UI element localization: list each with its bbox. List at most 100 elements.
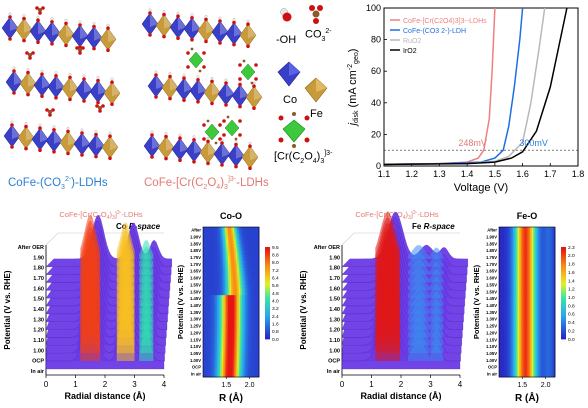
heatmap-cell [508, 342, 511, 347]
heatmap-cell [210, 227, 213, 231]
heatmap-cell [536, 315, 539, 320]
heatmap-cell [541, 353, 543, 357]
heatmap-cell [204, 366, 207, 371]
heatmap-cell [254, 233, 257, 238]
heatmap-cell [217, 261, 219, 265]
heatmap-cell [229, 250, 232, 255]
oxalate-ldh-structure [141, 8, 263, 170]
heatmap-cell [513, 342, 515, 347]
heatmap-cell [203, 366, 205, 371]
y-tick-label: OCP [192, 365, 201, 370]
heatmap-cell [234, 271, 237, 276]
heatmap-cell [551, 359, 554, 364]
heatmap-cell [252, 329, 255, 334]
heatmap-cell [212, 230, 215, 235]
heatmap-cell [241, 302, 244, 306]
heatmap-cell [499, 261, 501, 265]
heatmap-cell [217, 230, 219, 235]
heatmap-cell [506, 363, 509, 368]
heatmap-cell [246, 363, 249, 368]
heatmap-cell [218, 356, 221, 361]
heatmap-cell [519, 233, 522, 238]
heatmap-cell [523, 308, 526, 313]
heatmap-cell [516, 288, 519, 293]
heatmap-cell [508, 257, 511, 262]
heatmap-cell [251, 281, 254, 286]
heatmap-cell [499, 278, 501, 282]
heatmap-cell [511, 281, 514, 286]
heatmap-cell [513, 298, 515, 303]
heatmap-cell [224, 254, 227, 259]
heatmap-cell [207, 349, 210, 354]
heatmap-cell [508, 267, 511, 272]
heatmap-cell [523, 312, 526, 317]
heatmap-cell [245, 315, 247, 320]
heatmap-cell [505, 271, 508, 276]
y-tick-label: 1.40 [329, 307, 340, 313]
heatmap-cell [243, 274, 246, 279]
heatmap-cell [509, 261, 512, 265]
heatmap-cell [539, 227, 542, 231]
heatmap-cell [550, 329, 553, 334]
heatmap-cell [536, 278, 539, 282]
heatmap-cell [237, 271, 240, 276]
heatmap-cell [533, 295, 536, 299]
heatmap-cell [237, 305, 240, 310]
heatmap-cell [500, 261, 503, 265]
heatmap-cell [243, 278, 246, 282]
heatmap-cell [203, 339, 205, 344]
heatmap-cell [243, 240, 246, 245]
heatmap-cell [251, 288, 254, 293]
heatmap-cell [531, 233, 534, 238]
heatmap-cell [506, 336, 509, 340]
heatmap-cell [505, 329, 508, 334]
heatmap-cell [237, 359, 240, 364]
heatmap-cell [218, 295, 221, 299]
heatmap-cell [223, 247, 226, 252]
heatmap-cell [544, 356, 547, 361]
heatmap-cell [505, 291, 508, 296]
heatmap-cell [220, 261, 223, 265]
heatmap-cell [513, 295, 515, 299]
heatmap-cell [544, 332, 547, 337]
heatmap-cell [503, 346, 506, 351]
heatmap-cell [221, 288, 224, 293]
heatmap-cell [522, 233, 525, 238]
heatmap-cell [220, 281, 223, 286]
heatmap-cell [525, 271, 528, 276]
heatmap-cell [548, 240, 551, 245]
heatmap-cell [218, 325, 221, 330]
heatmap-cell [513, 291, 515, 296]
colorbar-cell [561, 320, 566, 324]
legend-fe-label: Fe [310, 108, 323, 120]
heatmap-cell [516, 302, 519, 306]
heatmap-cell [500, 240, 503, 245]
heatmap-cell [522, 247, 525, 252]
heatmap-cell [520, 284, 523, 289]
y-tick-label: 1.20V [486, 330, 497, 335]
heatmap-cell [234, 257, 237, 262]
y-tick-label: In air [487, 372, 497, 377]
heatmap-cell [227, 305, 230, 310]
colorbar-label: 1.0 [568, 295, 575, 301]
heatmap-cell [499, 342, 501, 347]
heatmap-cell [203, 308, 205, 313]
heatmap-cell [255, 230, 258, 235]
x-tick-label: 2 [399, 380, 404, 389]
heatmap-cell [547, 329, 550, 334]
heatmap-cell [553, 250, 556, 255]
heatmap-cell [530, 267, 533, 272]
heatmap-cell [217, 302, 219, 306]
heatmap-cell [246, 264, 249, 269]
heatmap-cell [226, 274, 229, 279]
heatmap-cell [251, 349, 254, 354]
heatmap-cell [523, 284, 526, 289]
heatmap-cell [210, 257, 213, 262]
heatmap-cell [240, 329, 243, 334]
heatmap-cell [503, 247, 506, 252]
heatmap-cell [224, 315, 227, 320]
heatmap-cell [223, 271, 226, 276]
heatmap-cell [503, 230, 506, 235]
heatmap-cell [252, 356, 255, 361]
heatmap-cell [520, 325, 523, 330]
